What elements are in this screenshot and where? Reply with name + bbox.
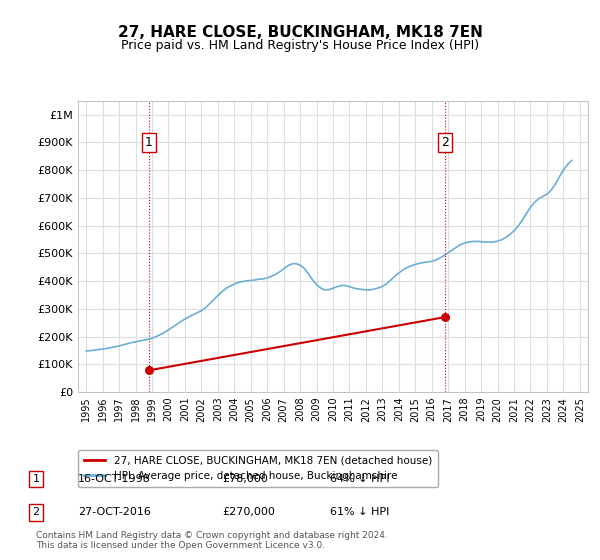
Text: 61% ↓ HPI: 61% ↓ HPI: [330, 507, 389, 517]
Text: 16-OCT-1998: 16-OCT-1998: [78, 474, 151, 484]
Text: 1: 1: [32, 474, 40, 484]
Text: Contains HM Land Registry data © Crown copyright and database right 2024.
This d: Contains HM Land Registry data © Crown c…: [36, 530, 388, 550]
Point: [440, 312, 449, 321]
Text: 2: 2: [32, 507, 40, 517]
Point: [144, 366, 154, 375]
Text: 1: 1: [145, 136, 152, 149]
Text: £78,000: £78,000: [222, 474, 268, 484]
Text: 27-OCT-2016: 27-OCT-2016: [78, 507, 151, 517]
Text: 27, HARE CLOSE, BUCKINGHAM, MK18 7EN: 27, HARE CLOSE, BUCKINGHAM, MK18 7EN: [118, 25, 482, 40]
Text: Price paid vs. HM Land Registry's House Price Index (HPI): Price paid vs. HM Land Registry's House …: [121, 39, 479, 52]
Legend: 27, HARE CLOSE, BUCKINGHAM, MK18 7EN (detached house), HPI: Average price, detac: 27, HARE CLOSE, BUCKINGHAM, MK18 7EN (de…: [78, 450, 438, 487]
Text: £270,000: £270,000: [222, 507, 275, 517]
Text: 64% ↓ HPI: 64% ↓ HPI: [330, 474, 389, 484]
Text: 2: 2: [441, 136, 449, 149]
